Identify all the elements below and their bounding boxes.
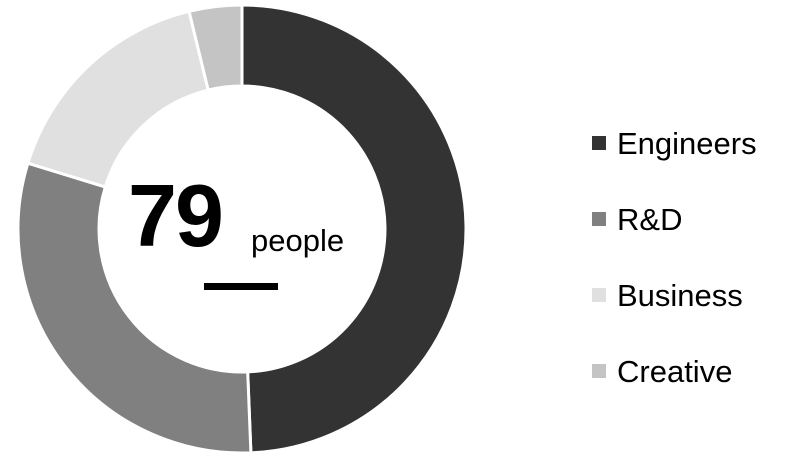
center-underline — [204, 283, 278, 290]
legend-item-rd: R&D — [592, 199, 682, 239]
slice-creative — [187, 3, 244, 92]
legend-label-creative: Creative — [617, 353, 733, 389]
center-total-value: 79 — [128, 166, 224, 265]
slice-rd — [16, 161, 253, 453]
legend-swatch-business — [592, 288, 606, 302]
legend-swatch-engineers — [592, 136, 606, 150]
slice-business — [26, 9, 211, 189]
center-unit-label: people — [251, 223, 345, 258]
legend-label-rd: R&D — [617, 201, 683, 237]
legend-label-business: Business — [617, 277, 743, 313]
legend-item-engineers: Engineers — [592, 123, 757, 163]
legend-label-engineers: Engineers — [617, 125, 757, 161]
legend-swatch-creative — [592, 364, 606, 378]
legend-item-business: Business — [592, 275, 743, 315]
slice-engineers — [240, 3, 468, 453]
legend-item-creative: Creative — [592, 351, 732, 391]
legend-swatch-rd — [592, 212, 606, 226]
donut-slices — [16, 3, 468, 453]
